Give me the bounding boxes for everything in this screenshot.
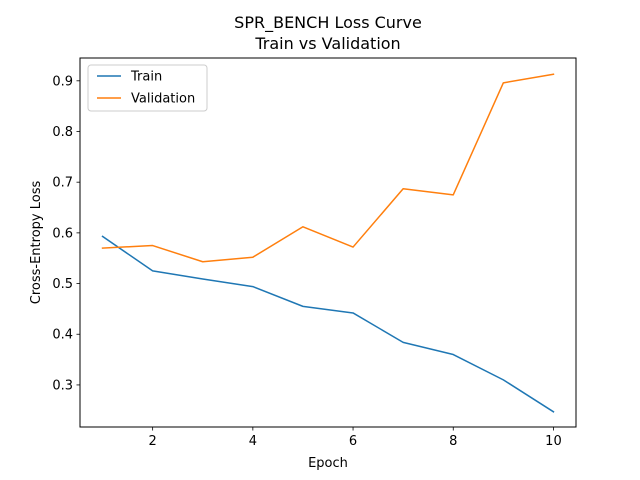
y-tick-label: 0.9: [52, 74, 73, 89]
legend-validation-label: Validation: [131, 92, 195, 107]
plot-frame: [79, 57, 577, 428]
chart-title: SPR_BENCH Loss Curve: [234, 13, 422, 33]
series-line-train: [101, 235, 555, 413]
x-axis-label: Epoch: [308, 456, 348, 471]
legend: Train Validation: [87, 64, 208, 112]
legend-train-label: Train: [130, 70, 162, 85]
x-tick-label: 2: [149, 434, 157, 449]
y-tick-label: 0.5: [52, 277, 73, 292]
y-axis-label: Cross-Entropy Loss: [29, 181, 44, 305]
y-tick-label: 0.7: [52, 176, 73, 191]
series-line-validation: [101, 73, 555, 263]
x-tick-label: 6: [349, 434, 357, 449]
chart-subtitle: Train vs Validation: [254, 34, 400, 53]
x-tick-label: 4: [249, 434, 257, 449]
y-tick-label: 0.4: [52, 328, 73, 343]
y-tick-label: 0.3: [52, 378, 73, 393]
plot-area: 2 4 6 8 10 0.3 0.4 0.5 0.6 0.7 0.8 0.9: [52, 73, 562, 449]
y-tick-label: 0.6: [52, 226, 73, 241]
y-tick-label: 0.8: [52, 125, 73, 140]
x-tick-label: 8: [449, 434, 457, 449]
x-tick-label: 10: [545, 434, 562, 449]
